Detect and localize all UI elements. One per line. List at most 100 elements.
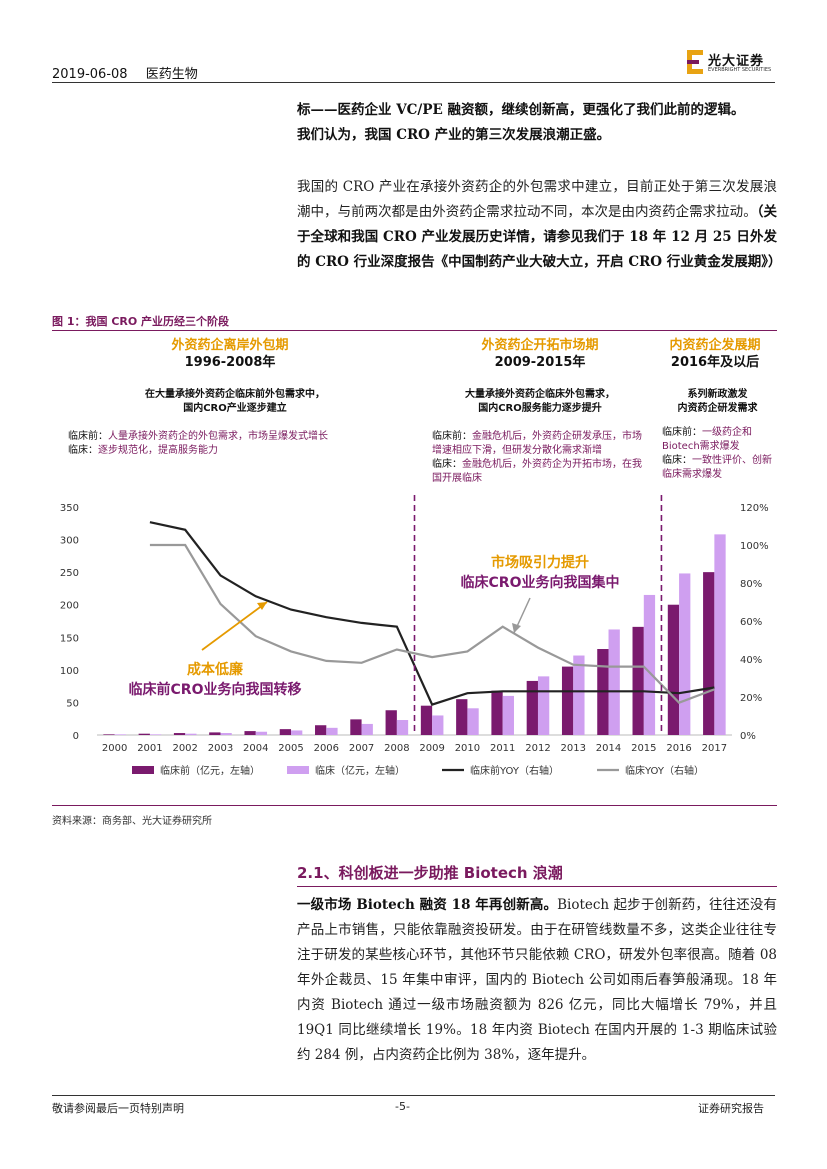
y-left-tick-label: 150 xyxy=(60,633,79,644)
phase2-desc1: 大量承接外资药企临床外包需求， xyxy=(465,389,615,400)
note-key: 临床前： xyxy=(432,431,472,442)
y-left-tick-label: 350 xyxy=(60,503,79,514)
note-value: 一致性评价、创新临床需求爆发 xyxy=(662,455,772,480)
bar-clinical xyxy=(467,708,479,735)
bar-preclinical xyxy=(632,626,644,735)
y-right-tick-label: 80% xyxy=(740,579,762,590)
y-left-tick-label: 200 xyxy=(60,601,79,612)
bar-clinical xyxy=(114,734,126,735)
note-value: 金融危机后，外资药企为开拓市场，在我国开展临床 xyxy=(432,459,642,484)
figure-bottom-rule xyxy=(52,805,777,806)
body-paragraph-2: 我国的 CRO 产业在承接外资药企的外包需求中建立，目前正处于第三次发展浪潮中，… xyxy=(297,175,782,275)
phase1-desc1: 在大量承接外资药企临床前外包需求中， xyxy=(145,389,325,400)
x-tick-label: 2009 xyxy=(419,743,444,754)
phase2-desc2: 国内CRO服务能力逐步提升 xyxy=(478,403,602,414)
bar-clinical xyxy=(714,534,726,735)
bar-clinical xyxy=(502,695,514,735)
callout-arrow-left xyxy=(201,601,268,651)
footer-rule xyxy=(52,1095,775,1096)
intro-line-1: 标——医药企业 VC/PE 融资额，继续创新高，更强化了我们此前的逻辑。 xyxy=(297,102,745,118)
bar-clinical xyxy=(396,720,409,735)
phase2-years: 2009-2015年 xyxy=(494,355,586,370)
phase3-years: 2016年及以后 xyxy=(670,355,760,370)
bar-clinical xyxy=(573,655,585,735)
bar-preclinical xyxy=(526,680,538,735)
company-logo: 光大证券 EVERBRIGHT SECURITIES xyxy=(686,48,776,78)
bar-preclinical xyxy=(279,729,292,735)
phase3-desc: 系列新政激发 内资药企研发需求 xyxy=(660,388,775,416)
bar-preclinical xyxy=(209,732,221,735)
bar-preclinical xyxy=(667,604,680,735)
callout-arrow-right xyxy=(512,597,531,634)
legend-label: 临床前（亿元，左轴） xyxy=(160,764,260,777)
x-tick-label: 2008 xyxy=(384,743,409,754)
footer-report-type: 证券研究报告 xyxy=(698,1102,764,1115)
section-title: 2.1、科创板进一步助推 Biotech 浪潮 xyxy=(297,864,563,882)
x-tick-label: 2012 xyxy=(525,743,550,754)
callout-right: 市场吸引力提升 临床CRO业务向我国集中 xyxy=(440,553,640,593)
section-text: Biotech 起步于创新药，往往还没有产品上市销售，只能依靠融资投研发。由于在… xyxy=(297,897,777,1063)
note-key: 临床前： xyxy=(68,431,108,442)
footer-disclaimer: 敬请参阅最后一页特别声明 xyxy=(52,1102,184,1115)
bar-preclinical xyxy=(703,572,715,735)
para2-bold: （关于全球和我国 CRO 产业发展历史详情，请参见我们于 18 年 12 月 2… xyxy=(297,204,782,270)
logo-subtext: EVERBRIGHT SECURITIES xyxy=(708,67,772,73)
header-rule xyxy=(52,82,775,83)
x-tick-label: 2007 xyxy=(349,743,374,754)
bar-clinical xyxy=(149,734,162,735)
phase2-notes: 临床前：金融危机后，外资药企研发承压，市场增速相应下滑，但研发分散化需求渐增 临… xyxy=(432,430,650,486)
note-key: 临床前： xyxy=(662,427,702,438)
x-tick-label: 2013 xyxy=(561,743,586,754)
legend-swatch xyxy=(287,766,309,774)
bar-preclinical xyxy=(315,725,327,735)
bar-preclinical xyxy=(350,719,362,735)
x-tick-label: 2003 xyxy=(208,743,233,754)
bar-preclinical xyxy=(173,733,186,735)
phase3-desc1: 系列新政激发 xyxy=(687,389,748,400)
phase3-title: 内资药企发展期 2016年及以后 xyxy=(655,337,775,371)
phase3-notes: 临床前：一级药企和Biotech需求爆发 临床：一致性评价、创新临床需求爆发 xyxy=(662,426,774,482)
x-tick-label: 2005 xyxy=(278,743,303,754)
x-tick-label: 2011 xyxy=(490,743,515,754)
callout-right-line2: 临床CRO业务向我国集中 xyxy=(460,575,620,591)
legend-label: 临床YOY（右轴） xyxy=(625,764,704,777)
note-value: 逐步规范化，提高服务能力 xyxy=(98,445,218,456)
bar-preclinical xyxy=(491,690,503,735)
bar-preclinical xyxy=(456,699,468,735)
figure-rule xyxy=(52,330,777,331)
legend-label: 临床（亿元，左轴） xyxy=(315,764,405,777)
y-right-tick-label: 100% xyxy=(740,541,769,552)
y-left-tick-label: 50 xyxy=(66,698,79,709)
callout-left-line1: 成本低廉 xyxy=(187,662,243,678)
callout-left: 成本低廉 临床前CRO业务向我国转移 xyxy=(100,660,330,700)
bar-clinical xyxy=(185,733,197,735)
legend-label: 临床前YOY（右轴） xyxy=(470,764,559,777)
bar-clinical xyxy=(537,676,550,735)
line-clinical-yoy xyxy=(149,543,715,704)
bar-clinical xyxy=(326,727,338,735)
bar-clinical xyxy=(432,715,444,735)
section-lead: 一级市场 Biotech 融资 18 年再创新高。 xyxy=(297,897,558,913)
y-right-tick-label: 60% xyxy=(740,617,762,628)
phase2-desc: 大量承接外资药企临床外包需求， 国内CRO服务能力逐步提升 xyxy=(420,388,660,416)
phase1-title: 外资药企离岸外包期 1996-2008年 xyxy=(130,337,330,371)
figure-title: 图 1：我国 CRO 产业历经三个阶段 xyxy=(52,315,230,328)
y-right-tick-label: 20% xyxy=(740,693,762,704)
header-date-category: 2019-06-08 医药生物 xyxy=(52,63,198,82)
phase1-desc2: 国内CRO产业逐步建立 xyxy=(183,403,287,414)
callout-right-line1: 市场吸引力提升 xyxy=(491,555,589,571)
report-date: 2019-06-08 xyxy=(52,67,128,82)
y-left-tick-label: 250 xyxy=(60,568,79,579)
section-header xyxy=(297,860,777,887)
phase1-years: 1996-2008年 xyxy=(184,355,276,370)
section-body: 一级市场 Biotech 融资 18 年再创新高。Biotech 起步于创新药，… xyxy=(297,893,777,1068)
phase2-title: 外资药企开拓市场期 2009-2015年 xyxy=(440,337,640,371)
note-value: 人量承接外资药企的外包需求，市场呈爆发式增长 xyxy=(108,431,328,442)
x-tick-label: 2014 xyxy=(596,743,621,754)
logo-mark-icon xyxy=(687,50,703,74)
y-right-tick-label: 0% xyxy=(740,731,756,742)
callout-left-line2: 临床前CRO业务向我国转移 xyxy=(128,682,302,698)
intro-paragraph: 标——医药企业 VC/PE 融资额，继续创新高，更强化了我们此前的逻辑。 我们认… xyxy=(297,98,777,148)
y-left-tick-label: 100 xyxy=(60,666,79,677)
y-left-tick-label: 300 xyxy=(60,536,79,547)
